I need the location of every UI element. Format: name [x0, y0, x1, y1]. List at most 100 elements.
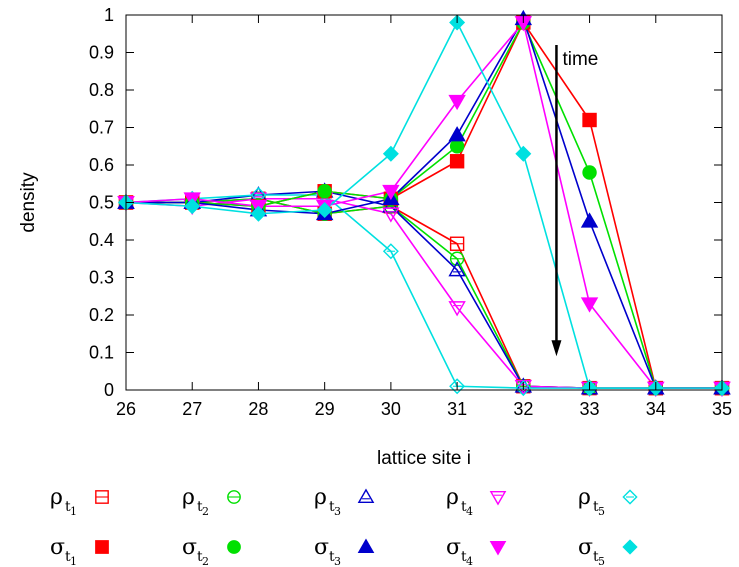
series-line: [126, 16, 722, 389]
y-axis-label: density: [18, 172, 39, 233]
legend-label-symbol: σ: [314, 535, 329, 560]
data-point: [580, 297, 599, 313]
legend-label-subsub: 3: [334, 505, 341, 518]
time-annotation: time: [551, 45, 598, 357]
data-point: [357, 538, 375, 554]
data-point: [580, 212, 599, 228]
legend-label: σ: [314, 535, 329, 560]
x-tick-label: 29: [315, 399, 335, 419]
x-tick-label: 26: [116, 399, 136, 419]
data-point: [382, 184, 400, 201]
legend-label-symbol: σ: [182, 535, 197, 560]
legend-label-subsub: 4: [466, 555, 473, 567]
data-point: [357, 488, 375, 504]
data-point: [382, 145, 399, 162]
legend-label-symbol: ρ: [578, 485, 591, 510]
x-tick-label: 28: [248, 399, 268, 419]
data-point: [95, 540, 109, 554]
y-tick-label: 0.9: [89, 43, 114, 63]
legend-label: σ: [50, 535, 65, 560]
y-tick-label: 1: [104, 5, 114, 25]
data-point: [515, 380, 532, 397]
data-point: [449, 154, 465, 169]
series-line: [125, 20, 722, 389]
data-point: [448, 301, 466, 317]
legend-label-subsub: 1: [70, 505, 77, 518]
legend-label-subsub: 4: [466, 505, 473, 518]
data-point: [448, 94, 466, 111]
y-tick-label: 0.7: [89, 118, 114, 138]
data-point: [515, 145, 532, 162]
y-tick-label: 0.5: [89, 193, 114, 213]
legend-label: σ: [182, 535, 197, 560]
series-line: [126, 20, 722, 389]
series-line: [125, 20, 722, 389]
data-point: [622, 489, 638, 505]
data-point: [382, 207, 400, 223]
legend-label-sub: t: [593, 499, 599, 515]
y-tick-label: 0.1: [89, 343, 114, 363]
legend-label-symbol: ρ: [314, 485, 327, 510]
legend-label-subsub: 5: [598, 505, 605, 518]
x-tick-label: 27: [182, 399, 202, 419]
legend-label-sub: t: [593, 549, 599, 565]
legend-label: ρ: [182, 485, 195, 510]
legend-label: ρ: [446, 485, 459, 510]
legend-label-symbol: ρ: [182, 485, 195, 510]
y-tick-label: 0.6: [89, 155, 114, 175]
x-tick-label: 33: [580, 399, 600, 419]
legend-label-subsub: 5: [598, 555, 605, 567]
data-point: [448, 261, 466, 277]
data-point: [449, 139, 465, 154]
x-tick-label: 30: [381, 399, 401, 419]
x-axis-label: lattice site i: [377, 448, 471, 469]
legend-label-symbol: σ: [50, 535, 65, 560]
y-tick-label: 0: [104, 380, 114, 400]
legend-label-symbol: ρ: [446, 485, 459, 510]
data-point: [184, 198, 201, 215]
data-point: [489, 490, 507, 506]
legend-label-sub: t: [461, 549, 467, 565]
legend-label-subsub: 2: [202, 505, 209, 518]
legend-label-symbol: σ: [446, 535, 461, 560]
x-tick-label: 34: [646, 399, 666, 419]
legend-label-subsub: 2: [202, 555, 209, 567]
legend: ρ t 1ρ t 2ρ t 3ρ t 4ρ t 5σ t 1σ t 2σ t 3σ t 4σ t 5: [50, 485, 638, 567]
legend-label: ρ: [50, 485, 63, 510]
data-point: [489, 540, 507, 556]
legend-label-subsub: 3: [334, 555, 341, 567]
series-markers: [117, 9, 731, 398]
data-point: [448, 126, 466, 142]
legend-label-sub: t: [329, 499, 335, 515]
data-point: [317, 184, 332, 199]
data-point: [449, 378, 466, 395]
legend-label: σ: [446, 535, 461, 560]
legend-label-sub: t: [65, 549, 71, 565]
legend-label: σ: [578, 535, 593, 560]
data-point: [382, 243, 399, 260]
data-point: [582, 165, 597, 180]
data-point: [316, 202, 333, 218]
data-point: [250, 205, 267, 222]
legend-label-sub: t: [329, 549, 335, 565]
legend-label-subsub: 1: [70, 555, 77, 567]
legend-label: ρ: [578, 485, 591, 510]
x-tick-label: 32: [513, 399, 533, 419]
y-tick-label: 0.3: [89, 268, 114, 288]
y-tick-label: 0.8: [89, 80, 114, 100]
time-arrow-head: [551, 340, 562, 357]
y-tick-label: 0.4: [89, 230, 114, 250]
legend-label-sub: t: [65, 499, 71, 515]
legend-label: ρ: [314, 485, 327, 510]
legend-label-symbol: σ: [578, 535, 593, 560]
series-lines: [125, 16, 722, 389]
data-point: [622, 539, 638, 555]
